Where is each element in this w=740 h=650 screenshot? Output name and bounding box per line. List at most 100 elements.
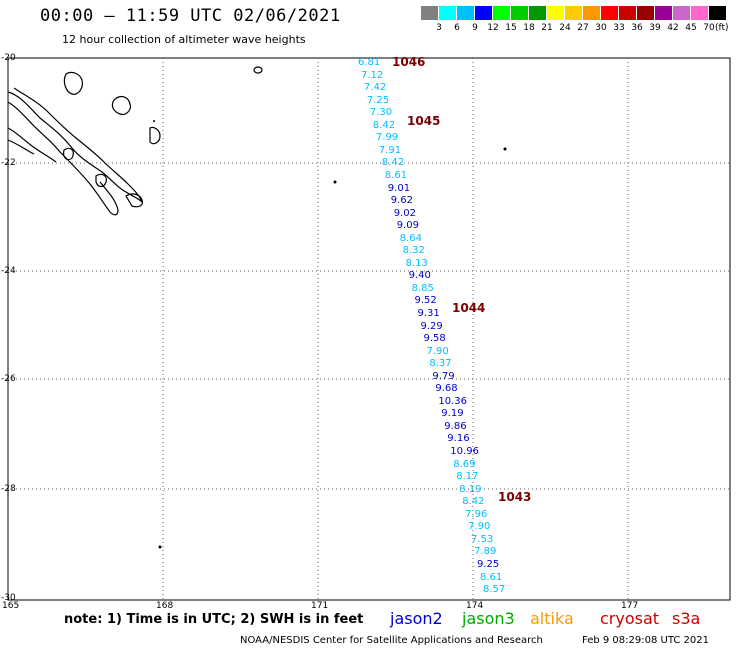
wave-height-value: 9.29 — [420, 320, 443, 332]
footer-timestamp: Feb 9 08:29:08 UTC 2021 — [582, 635, 709, 646]
pressure-label: 1045 — [407, 114, 441, 128]
wave-height-value: 8.37 — [429, 358, 452, 370]
wave-height-value: 9.09 — [396, 220, 419, 232]
longitude-label: 171 — [311, 601, 329, 611]
satellite-name: altika — [530, 609, 574, 628]
graticule — [8, 58, 730, 600]
legend-label: 9 — [472, 23, 478, 33]
wave-height-value: 8.69 — [453, 458, 476, 470]
chart-subtitle: 12 hour collection of altimeter wave hei… — [62, 33, 306, 46]
legend-swatch — [457, 6, 474, 20]
legend-label: 18 — [523, 23, 535, 33]
legend-swatch — [493, 6, 510, 20]
wave-height-value: 8.19 — [459, 483, 482, 495]
longitude-label: 168 — [156, 601, 174, 611]
wave-height-value: 8.85 — [411, 282, 434, 294]
legend-swatch — [583, 6, 600, 20]
legend-swatch — [547, 6, 564, 20]
wave-height-value: 9.62 — [390, 195, 413, 206]
legend-swatch — [619, 6, 636, 20]
legend-swatch — [565, 6, 582, 20]
chart-title: 00:00 – 11:59 UTC 02/06/2021 — [40, 6, 341, 26]
legend-label: 39 — [649, 23, 661, 33]
legend-label: 15 — [505, 23, 517, 33]
legend-swatch — [655, 6, 672, 20]
legend-label: 70 — [703, 23, 715, 33]
legend-swatch — [709, 6, 726, 20]
legend-swatch — [529, 6, 546, 20]
wave-height-value: 7.30 — [369, 107, 393, 119]
longitude-label: 177 — [621, 601, 639, 611]
wave-height-value: 10.36 — [438, 395, 468, 407]
legend-swatch — [673, 6, 690, 20]
satellite-name: jason3 — [462, 609, 515, 628]
legend-label: 30 — [595, 23, 607, 33]
wave-height-value: 8.61 — [384, 169, 408, 181]
wave-height-value: 8.57 — [483, 584, 506, 595]
wave-height-value: 7.12 — [361, 69, 384, 81]
legend-swatch — [601, 6, 618, 20]
pressure-label: 1044 — [452, 301, 486, 315]
legend-swatch — [511, 6, 528, 20]
wave-height-value: 7.90 — [468, 521, 491, 533]
satellite-name: jason2 — [390, 609, 443, 628]
legend-swatch — [691, 6, 708, 20]
legend-label: 33 — [613, 23, 625, 33]
wave-height-value: 7.42 — [364, 82, 387, 94]
legend-swatch — [421, 6, 438, 20]
wave-height-value: 9.58 — [423, 333, 446, 344]
latitude-label: -30 — [1, 593, 16, 603]
wave-height-value: 8.64 — [399, 232, 422, 244]
wave-height-value: 9.86 — [444, 420, 467, 432]
legend-label: 12 — [487, 23, 499, 33]
coastline — [7, 66, 263, 216]
wave-height-value: 8.42 — [372, 119, 396, 131]
wave-height-value: 7.25 — [366, 94, 390, 106]
wave-height-value: 7.53 — [471, 533, 494, 545]
small-islands — [153, 120, 507, 549]
legend-label: 27 — [577, 23, 589, 33]
latitude-label: -20 — [1, 53, 16, 63]
footer-organization: NOAA/NESDIS Center for Satellite Applica… — [240, 635, 543, 646]
wave-height-value: 9.25 — [477, 558, 500, 570]
wave-height-value: 7.89 — [474, 546, 497, 558]
wave-height-value: 9.16 — [447, 433, 470, 445]
satellite-name: s3a — [672, 609, 701, 628]
legend-unit: (ft) — [715, 23, 729, 33]
wave-height-value: 9.02 — [393, 207, 416, 219]
latitude-label: -26 — [1, 374, 16, 384]
legend-label: 24 — [559, 23, 571, 33]
pressure-label: 1043 — [498, 490, 532, 504]
legend-swatch — [439, 6, 456, 20]
new-caledonia-coast — [7, 87, 143, 203]
wave-height-value: 9.79 — [432, 370, 455, 382]
wave-height-value: 7.91 — [378, 144, 402, 156]
wave-height-value: 9.19 — [441, 408, 464, 420]
longitude-label: 165 — [2, 601, 20, 611]
longitude-label: 174 — [466, 601, 484, 611]
wave-height-value: 9.31 — [417, 308, 440, 319]
legend-label: 45 — [685, 23, 697, 33]
legend-label: 42 — [667, 23, 679, 33]
legend-swatch — [637, 6, 654, 20]
wave-height-value: 9.52 — [414, 295, 437, 307]
wave-height-value: 9.68 — [435, 383, 458, 395]
legend-label: 6 — [454, 23, 460, 33]
pressure-label: 1046 — [392, 55, 426, 69]
legend-swatch — [475, 6, 492, 20]
wave-height-value: 9.40 — [408, 270, 431, 282]
latitude-label: -28 — [1, 484, 16, 494]
map-border — [7, 57, 731, 601]
legend-label: 36 — [631, 23, 643, 33]
wave-height-value: 7.90 — [426, 345, 449, 357]
wave-height-value: 6.81 — [358, 57, 381, 68]
wave-height-value: 7.96 — [465, 508, 488, 520]
wave-height-value: 8.42 — [381, 157, 405, 169]
wave-height-value: 8.61 — [480, 571, 503, 583]
satellite-name: cryosat — [600, 609, 660, 628]
wave-height-value: 8.17 — [456, 471, 479, 483]
wave-height-value: 8.42 — [462, 496, 485, 508]
wave-height-value: 9.01 — [387, 182, 411, 194]
legend-label: 21 — [541, 23, 553, 33]
